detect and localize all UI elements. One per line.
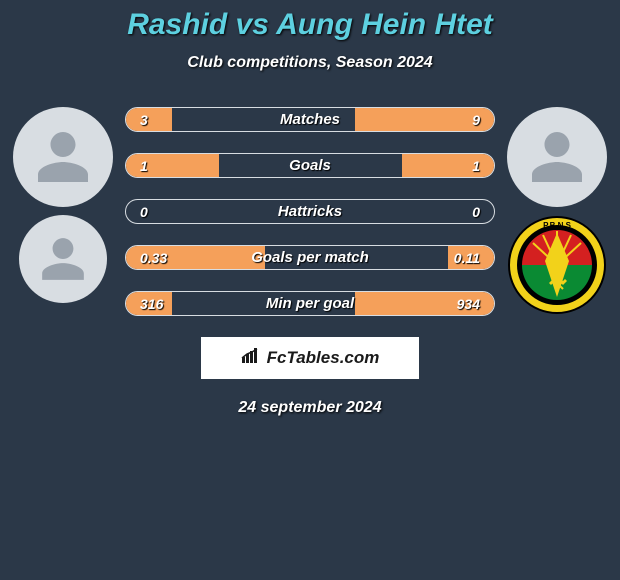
club-silhouette-icon — [38, 234, 88, 284]
brand-text: FcTables.com — [267, 348, 380, 368]
stat-label: Min per goal — [126, 292, 494, 315]
stat-label: Matches — [126, 108, 494, 131]
stat-right-value: 0.11 — [454, 246, 480, 269]
stat-right-value: 1 — [472, 154, 480, 177]
left-player-avatar — [13, 107, 113, 207]
right-player-column: P.B.N.S — [502, 107, 612, 315]
main-row: 3Matches9 1Goals1 0Hattricks0 0.33Goals per… — [0, 107, 620, 417]
stat-bar: 3Matches9 — [125, 107, 495, 132]
stat-bar: 1Goals1 — [125, 153, 495, 178]
date-label: 24 september 2024 — [124, 399, 496, 417]
stat-bar: 316Min per goal934 — [125, 291, 495, 316]
left-club-avatar — [19, 215, 107, 303]
brand-box: FcTables.com — [201, 337, 419, 379]
stat-right-value: 0 — [472, 200, 480, 223]
stat-right-value: 9 — [472, 108, 480, 131]
player-silhouette-icon — [527, 127, 587, 187]
stat-label: Goals — [126, 154, 494, 177]
subtitle: Club competitions, Season 2024 — [0, 54, 620, 72]
stat-label: Hattricks — [126, 200, 494, 223]
stat-label: Goals per match — [126, 246, 494, 269]
infographic-root: Rashid vs Aung Hein Htet Club competitio… — [0, 0, 620, 417]
right-player-avatar — [507, 107, 607, 207]
stat-right-value: 934 — [457, 292, 480, 315]
brand-chart-icon — [241, 348, 261, 369]
stat-bar: 0.33Goals per match0.11 — [125, 245, 495, 270]
club-badge-label: P.B.N.S — [543, 221, 572, 230]
right-club-badge: P.B.N.S — [507, 215, 607, 315]
club-badge-icon: P.B.N.S — [507, 215, 607, 315]
stats-column: 3Matches9 1Goals1 0Hattricks0 0.33Goals per… — [118, 107, 502, 417]
left-player-column — [8, 107, 118, 311]
page-title: Rashid vs Aung Hein Htet — [0, 8, 620, 42]
player-silhouette-icon — [33, 127, 93, 187]
stat-bar: 0Hattricks0 — [125, 199, 495, 224]
